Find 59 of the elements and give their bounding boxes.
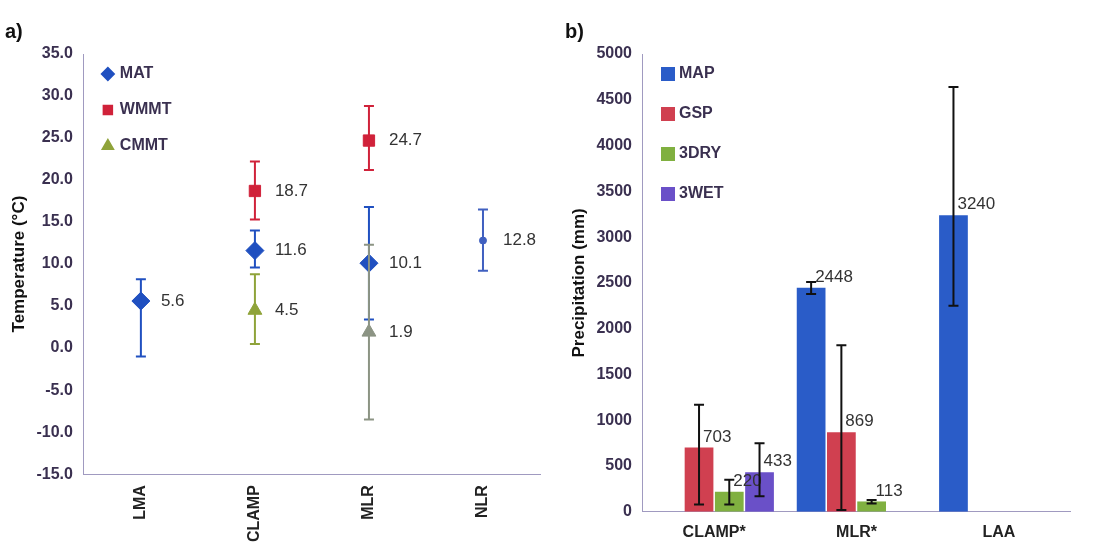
bar xyxy=(857,501,886,512)
y-tick-label: 3500 xyxy=(596,181,633,199)
y-tick-label: 1500 xyxy=(596,364,633,382)
y-axis-title: Precipitation (mm) xyxy=(568,208,588,358)
y-tick-label: 1000 xyxy=(596,410,633,428)
y-tick-label: 20.0 xyxy=(41,170,73,188)
legend-label: 3WET xyxy=(678,184,724,202)
data-label: 113 xyxy=(875,480,903,500)
y-tick-label: 500 xyxy=(605,456,633,474)
data-label: 1.9 xyxy=(388,321,413,341)
data-label: 5.6 xyxy=(160,290,185,310)
y-tick-label: 10.0 xyxy=(41,254,73,272)
y-tick-label: -10.0 xyxy=(36,422,73,440)
legend-label: CMMT xyxy=(119,136,169,154)
y-tick-label: 35.0 xyxy=(41,44,73,62)
data-label: 703 xyxy=(703,426,732,446)
x-tick-label: NLR xyxy=(473,484,491,519)
y-tick-label: 2000 xyxy=(596,319,633,337)
y-tick-label: -5.0 xyxy=(45,380,73,398)
legend-label: 3DRY xyxy=(678,144,722,162)
bar xyxy=(827,432,856,512)
x-tick-label: LMA xyxy=(131,484,149,520)
bar xyxy=(939,215,968,512)
x-tick-label: MLR xyxy=(359,484,377,520)
x-tick-label: MLR* xyxy=(836,522,878,540)
data-label: 433 xyxy=(763,451,792,471)
data-label: 3240 xyxy=(957,194,996,214)
chart-title: a) xyxy=(5,19,23,42)
y-tick-label: 0 xyxy=(623,502,633,520)
data-label: 4.5 xyxy=(274,299,299,319)
y-tick-label: 4500 xyxy=(596,90,633,108)
y-tick-label: 15.0 xyxy=(41,212,73,230)
y-tick-label: 0.0 xyxy=(50,338,73,356)
bar xyxy=(796,287,826,512)
y-tick-label: 3000 xyxy=(596,227,633,245)
y-axis-title: Temperature (°C) xyxy=(8,195,28,333)
y-tick-label: 5000 xyxy=(596,44,633,62)
legend-label: WMMT xyxy=(119,100,172,118)
bar xyxy=(684,447,714,512)
data-label: 18.7 xyxy=(274,180,309,200)
data-label: 869 xyxy=(845,411,874,431)
data-label: 10.1 xyxy=(388,252,423,272)
x-tick-label: CLAMP xyxy=(245,484,263,543)
data-label: 12.8 xyxy=(502,230,537,250)
y-tick-label: 2500 xyxy=(596,273,633,291)
legend-label: MAT xyxy=(119,64,154,82)
y-tick-label: 30.0 xyxy=(41,86,73,104)
y-tick-label: 25.0 xyxy=(41,128,73,146)
legend-label: GSP xyxy=(678,104,714,122)
x-tick-label: LAA xyxy=(982,522,1016,540)
y-tick-label: -15.0 xyxy=(36,464,73,482)
y-tick-label: 5.0 xyxy=(50,296,73,314)
x-tick-label: CLAMP* xyxy=(682,522,747,540)
legend-label: MAP xyxy=(678,64,715,82)
chart-title: b) xyxy=(565,19,584,42)
data-label: 2448 xyxy=(815,266,853,286)
data-label: 11.6 xyxy=(274,240,307,260)
y-tick-label: 4000 xyxy=(596,135,633,153)
data-label: 24.7 xyxy=(388,130,423,150)
